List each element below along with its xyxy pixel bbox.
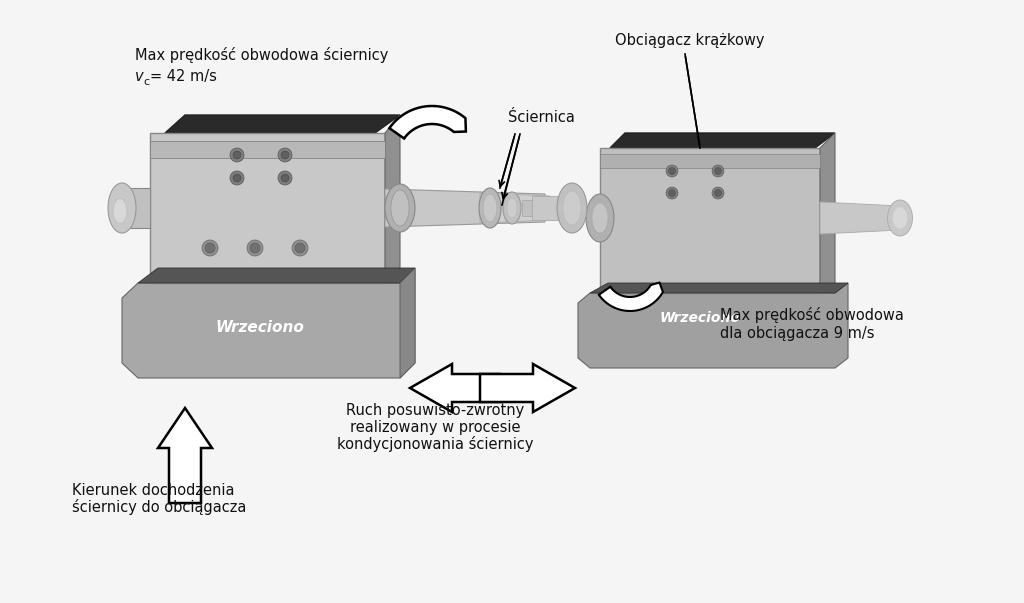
Polygon shape: [599, 283, 663, 311]
Text: kondycjonowania ściernicy: kondycjonowania ściernicy: [337, 436, 534, 452]
Circle shape: [233, 151, 241, 159]
Polygon shape: [389, 106, 466, 139]
Circle shape: [278, 148, 292, 162]
Ellipse shape: [113, 198, 127, 224]
Ellipse shape: [507, 198, 517, 218]
Circle shape: [295, 243, 305, 253]
Circle shape: [666, 165, 678, 177]
Circle shape: [205, 243, 215, 253]
FancyArrow shape: [480, 364, 575, 412]
Polygon shape: [122, 268, 415, 378]
Text: Max prędkość obwodowa: Max prędkość obwodowa: [720, 307, 904, 323]
Polygon shape: [385, 115, 400, 283]
Circle shape: [233, 174, 241, 182]
Circle shape: [230, 148, 244, 162]
FancyArrow shape: [158, 408, 212, 503]
Ellipse shape: [888, 200, 912, 236]
Circle shape: [281, 151, 289, 159]
Polygon shape: [600, 148, 820, 293]
Text: dla obciągacza 9 m/s: dla obciągacza 9 m/s: [720, 326, 874, 341]
Circle shape: [666, 187, 678, 199]
Polygon shape: [532, 196, 570, 220]
Polygon shape: [165, 115, 400, 133]
Circle shape: [247, 240, 263, 256]
Ellipse shape: [385, 184, 415, 232]
Text: Max prędkość obwodowa ściernicy: Max prędkość obwodowa ściernicy: [135, 47, 388, 63]
Text: realizowany w procesie: realizowany w procesie: [350, 420, 520, 435]
Polygon shape: [600, 154, 820, 168]
Text: = 42 m/s: = 42 m/s: [150, 69, 217, 84]
Circle shape: [250, 243, 260, 253]
Ellipse shape: [391, 190, 409, 226]
Text: c: c: [143, 77, 150, 87]
Circle shape: [669, 168, 676, 174]
Text: Obciągacz krążkowy: Obciągacz krążkowy: [615, 33, 765, 48]
Circle shape: [715, 189, 722, 197]
Polygon shape: [138, 268, 415, 283]
Ellipse shape: [592, 203, 608, 233]
Circle shape: [202, 240, 218, 256]
Ellipse shape: [563, 191, 581, 225]
Polygon shape: [578, 283, 848, 368]
Polygon shape: [820, 133, 835, 293]
Polygon shape: [150, 133, 385, 283]
Ellipse shape: [503, 192, 521, 224]
Circle shape: [281, 174, 289, 182]
Text: Wrzeciono: Wrzeciono: [215, 321, 304, 335]
Polygon shape: [610, 133, 835, 148]
Circle shape: [712, 165, 724, 177]
Circle shape: [292, 240, 308, 256]
Text: Ruch posuwisto-zwrotny: Ruch posuwisto-zwrotny: [346, 403, 524, 418]
Polygon shape: [122, 188, 150, 228]
Text: v: v: [135, 69, 143, 84]
Polygon shape: [150, 141, 385, 158]
Ellipse shape: [557, 183, 587, 233]
FancyArrow shape: [410, 364, 500, 412]
Ellipse shape: [893, 207, 907, 229]
Polygon shape: [522, 200, 532, 216]
Circle shape: [278, 171, 292, 185]
Text: Wrzeciono: Wrzeciono: [660, 311, 740, 325]
Text: Ściernica: Ściernica: [508, 110, 574, 125]
Polygon shape: [385, 189, 545, 227]
Ellipse shape: [483, 194, 497, 222]
Text: ściernicy do obciągacza: ściernicy do obciągacza: [72, 499, 247, 515]
Polygon shape: [590, 283, 848, 293]
Circle shape: [715, 168, 722, 174]
Text: Kierunek dochodzenia: Kierunek dochodzenia: [72, 483, 234, 498]
Ellipse shape: [108, 183, 136, 233]
Circle shape: [669, 189, 676, 197]
Polygon shape: [400, 268, 415, 378]
Polygon shape: [480, 193, 550, 223]
Polygon shape: [820, 202, 900, 234]
Circle shape: [712, 187, 724, 199]
Ellipse shape: [479, 188, 501, 228]
Ellipse shape: [586, 194, 614, 242]
Circle shape: [230, 171, 244, 185]
